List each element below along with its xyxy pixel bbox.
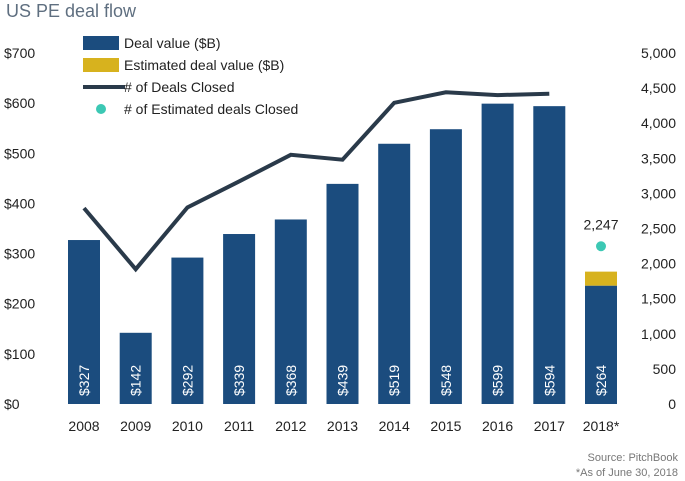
legend-swatch-estimated-value — [83, 58, 119, 72]
category-label: 2010 — [172, 418, 203, 434]
bar-deal-value — [481, 103, 514, 404]
category-label: 2016 — [482, 418, 513, 434]
right-tick-label: 4,000 — [641, 115, 676, 131]
right-tick-label: 2,500 — [641, 221, 676, 237]
category-label: 2008 — [68, 418, 99, 434]
bar-data-label: $292 — [179, 365, 195, 396]
legend-label-estimated-deals: # of Estimated deals Closed — [124, 101, 298, 117]
category-label: 2011 — [224, 418, 254, 434]
right-tick-label: 1,500 — [641, 291, 676, 307]
left-tick-label: $400 — [4, 195, 35, 211]
bar-data-label: $599 — [490, 365, 506, 396]
left-tick-label: $200 — [4, 296, 35, 312]
bar-data-label: $264 — [593, 365, 609, 396]
right-tick-label: 3,500 — [641, 150, 676, 166]
legend-label-deals-closed: # of Deals Closed — [124, 79, 235, 95]
right-tick-label: 2,000 — [641, 256, 676, 272]
line-deals-closed — [82, 90, 550, 273]
bar-deal-value — [171, 257, 204, 404]
bar-data-label: $519 — [386, 365, 402, 396]
bar-data-label: $142 — [128, 365, 144, 396]
bar-data-label: $339 — [231, 365, 247, 396]
bar-deal-value — [119, 332, 152, 404]
bar-data-label: $594 — [541, 365, 557, 396]
category-axis: 2008 2009 2010 2011 2012 2013 2014 2015 2016 2017… — [68, 418, 619, 434]
right-tick-label: 3,000 — [641, 185, 676, 201]
category-label: 2014 — [379, 418, 410, 434]
bar-data-label: $439 — [335, 365, 351, 396]
left-tick-label: $300 — [4, 246, 35, 262]
bar-data-label: $548 — [438, 365, 454, 396]
source-note: Source: PitchBook — [587, 452, 679, 464]
legend-swatch-estimated-deals — [96, 104, 106, 114]
right-axis: 0 500 1,000 1,500 2,000 2,500 3,000 3,500 4,000 4… — [641, 45, 676, 412]
bar-deal-value — [378, 143, 411, 404]
point-estimated-deals — [596, 241, 606, 252]
category-label: 2018* — [583, 418, 620, 434]
left-tick-label: $700 — [4, 45, 35, 61]
bar-deal-value — [68, 240, 100, 404]
left-tick-label: $100 — [4, 346, 35, 362]
bar-data-label: $368 — [283, 365, 299, 396]
chart-title: US PE deal flow — [6, 1, 137, 21]
category-label: 2012 — [275, 418, 306, 434]
left-tick-label: $500 — [4, 145, 35, 161]
line-group: 2,247 — [82, 90, 619, 273]
category-label: 2015 — [430, 418, 461, 434]
bar-estimated-value — [585, 271, 617, 286]
legend-label-deal-value: Deal value ($B) — [124, 35, 221, 51]
category-label: 2009 — [120, 418, 151, 434]
bar-deal-value — [274, 219, 307, 404]
legend-label-estimated-value: Estimated deal value ($B) — [124, 57, 284, 73]
legend-swatch-deal-value — [83, 36, 119, 50]
right-tick-label: 4,500 — [641, 80, 676, 96]
bar-deal-value — [533, 106, 566, 404]
bar-deal-value — [223, 234, 256, 404]
right-tick-label: 5,000 — [641, 45, 676, 61]
legend: Deal value ($B) Estimated deal value ($B)… — [83, 35, 298, 117]
bar-deal-value — [429, 129, 462, 404]
left-tick-label: $0 — [4, 396, 20, 412]
asof-note: *As of June 30, 2018 — [575, 467, 678, 479]
bars-group: $327 $142 $292 $339 $368 $439 $519 $548 $599 $594… — [68, 103, 617, 404]
point-label-estimated-deals: 2,247 — [583, 216, 618, 232]
right-tick-label: 0 — [668, 396, 676, 412]
category-label: 2017 — [534, 418, 565, 434]
bar-deal-value — [585, 285, 617, 404]
category-label: 2013 — [327, 418, 358, 434]
bar-deal-value — [326, 183, 359, 404]
bar-data-label: $327 — [76, 365, 92, 396]
left-tick-label: $600 — [4, 95, 35, 111]
right-tick-label: 1,000 — [641, 326, 676, 342]
left-axis: $0 $100 $200 $300 $400 $500 $600 $700 — [4, 45, 35, 412]
right-tick-label: 500 — [653, 361, 677, 377]
